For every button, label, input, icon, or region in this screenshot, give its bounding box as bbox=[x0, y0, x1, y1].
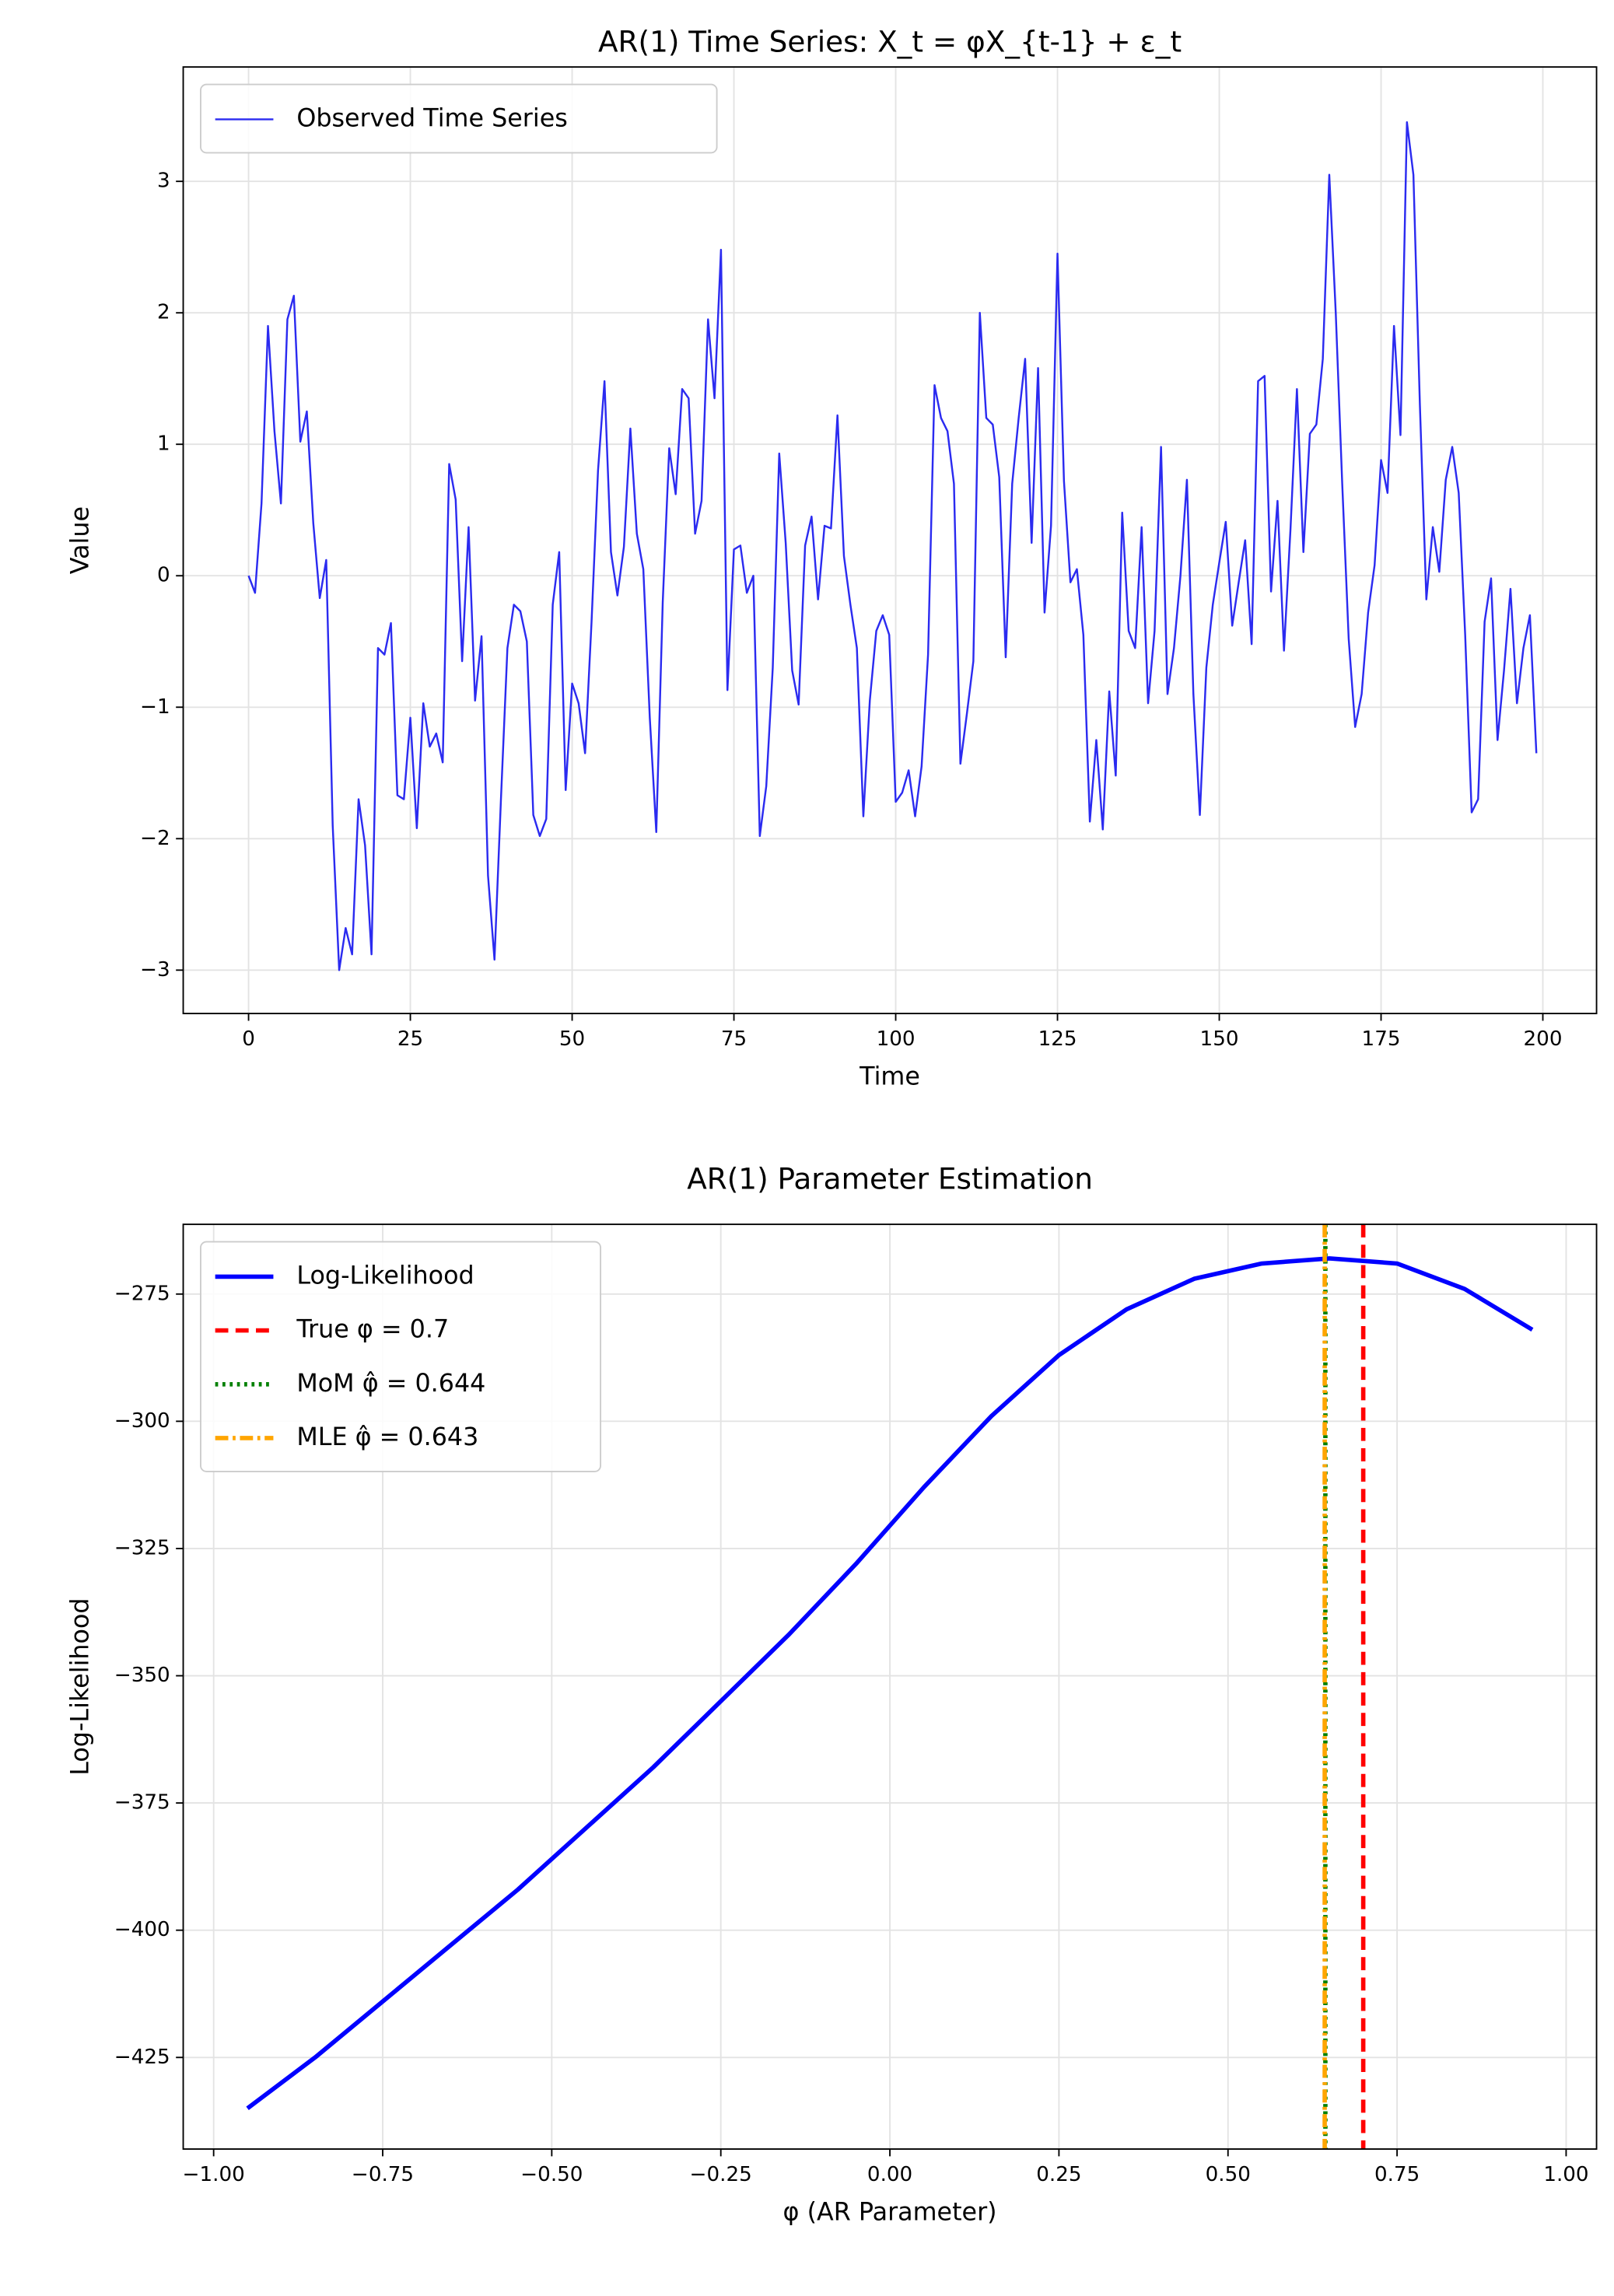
x-tick-label: 0.75 bbox=[1374, 2163, 1420, 2186]
series-line bbox=[246, 1256, 1534, 2110]
x-tick-label: −0.75 bbox=[352, 2163, 414, 2186]
x-tick-label: −0.25 bbox=[690, 2163, 752, 2186]
y-tick-label: 3 bbox=[157, 170, 170, 193]
y-tick-label: −400 bbox=[114, 1918, 170, 1941]
legend-box bbox=[200, 1241, 601, 1472]
x-tick-label: 0 bbox=[242, 1027, 255, 1051]
x-tick-label: 50 bbox=[559, 1027, 585, 1051]
legend: Log-Likelihood True φ = 0.7 MoM φ̂ = 0.644… bbox=[200, 1241, 601, 1472]
chart-title: AR(1) Parameter Estimation bbox=[687, 1162, 1093, 1196]
plot-frame bbox=[182, 1223, 1598, 2150]
legend: Observed Time Series bbox=[200, 83, 718, 154]
x-tick-label: 0.25 bbox=[1036, 2163, 1081, 2186]
y-tick-label: −3 bbox=[140, 958, 170, 982]
y-tick-label: −325 bbox=[114, 1536, 170, 1559]
series-line bbox=[247, 121, 1538, 971]
x-tick-label: 200 bbox=[1524, 1027, 1563, 1051]
y-tick-label: −275 bbox=[114, 1282, 170, 1305]
y-tick-label: −350 bbox=[114, 1664, 170, 1687]
y-tick-label: 1 bbox=[157, 432, 170, 456]
legend-label: True φ = 0.7 bbox=[296, 1316, 449, 1344]
y-tick-label: −375 bbox=[114, 1791, 170, 1815]
x-tick-label: 0.00 bbox=[867, 2163, 912, 2186]
x-axis-label: Time bbox=[859, 1062, 920, 1090]
y-tick-label: 0 bbox=[157, 564, 170, 587]
legend-box bbox=[200, 83, 718, 154]
y-axis-label: Value bbox=[67, 506, 95, 574]
x-tick-label: −1.00 bbox=[183, 2163, 245, 2186]
y-tick-label: −425 bbox=[114, 2046, 170, 2069]
x-tick-label: 150 bbox=[1200, 1027, 1239, 1051]
y-tick-label: −2 bbox=[140, 827, 170, 850]
legend-label: MoM φ̂ = 0.644 bbox=[296, 1370, 485, 1398]
x-tick-label: 175 bbox=[1362, 1027, 1401, 1051]
x-tick-label: 75 bbox=[721, 1027, 747, 1051]
y-tick-label: −300 bbox=[114, 1409, 170, 1433]
x-tick-label: 1.00 bbox=[1543, 2163, 1588, 2186]
x-axis-label: φ (AR Parameter) bbox=[783, 2198, 997, 2226]
x-tick-label: −0.50 bbox=[520, 2163, 583, 2186]
x-tick-label: 0.50 bbox=[1206, 2163, 1251, 2186]
x-tick-label: 100 bbox=[877, 1027, 916, 1051]
plot-frame bbox=[182, 66, 1598, 1015]
y-axis-label: Log-Likelihood bbox=[67, 1598, 95, 1775]
legend-label: Observed Time Series bbox=[296, 104, 567, 132]
y-tick-label: −1 bbox=[140, 695, 170, 719]
legend-label: Log-Likelihood bbox=[296, 1262, 474, 1290]
x-tick-label: 25 bbox=[397, 1027, 423, 1051]
y-tick-label: 2 bbox=[157, 301, 170, 324]
x-tick-label: 125 bbox=[1038, 1027, 1077, 1051]
chart-title: AR(1) Time Series: X_t = φX_{t-1} + ε_t bbox=[598, 25, 1182, 59]
legend-label: MLE φ̂ = 0.643 bbox=[296, 1423, 478, 1451]
